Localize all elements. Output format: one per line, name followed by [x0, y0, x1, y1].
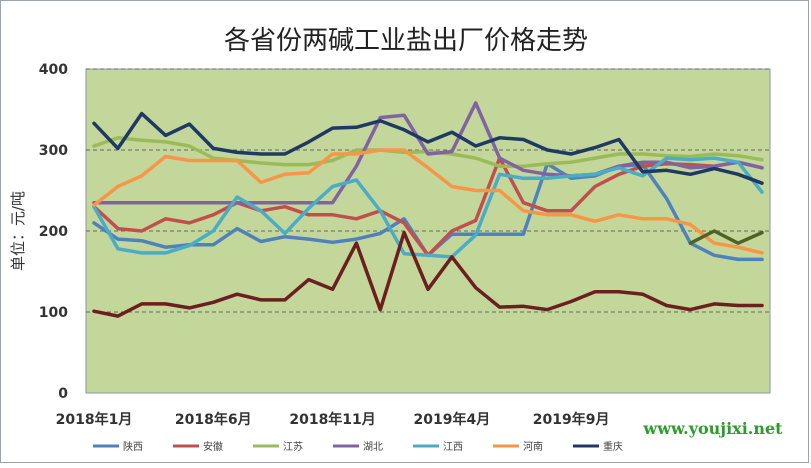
x-tick-label: 2018年1月 — [56, 411, 133, 428]
series-line — [688, 229, 764, 245]
series-line — [92, 101, 764, 205]
y-tick-label: 100 — [39, 305, 68, 321]
y-tick-label: 200 — [39, 224, 68, 240]
y-tick-label: 400 — [39, 62, 68, 78]
x-tick-label: 2018年6月 — [175, 411, 252, 428]
legend-label: 湖北 — [363, 441, 383, 453]
watermark: www.youjixi.net — [642, 419, 783, 438]
series-line — [92, 148, 764, 255]
legend-label: 重庆 — [603, 440, 623, 453]
series-line — [92, 111, 764, 185]
watermark-box — [622, 411, 804, 446]
y-tick-label: 0 — [58, 386, 68, 402]
x-tick-label: 2019年4月 — [413, 411, 490, 428]
x-tick-label: 2019年9月 — [533, 411, 610, 428]
y-axis-label: 单位：元/吨 — [9, 191, 27, 271]
legend-label: 陕西 — [123, 440, 143, 453]
chart-title: 各省份两碱工业盐出厂价格走势 — [224, 26, 588, 56]
y-tick-label: 300 — [39, 143, 68, 159]
legend-label: 河南 — [523, 440, 543, 453]
legend-label: 江苏 — [283, 440, 303, 453]
series-line — [92, 230, 764, 318]
legend-label: 安徽 — [203, 440, 223, 453]
x-tick-label: 2018年11月 — [289, 411, 375, 428]
legend-label: 江西 — [443, 441, 463, 453]
